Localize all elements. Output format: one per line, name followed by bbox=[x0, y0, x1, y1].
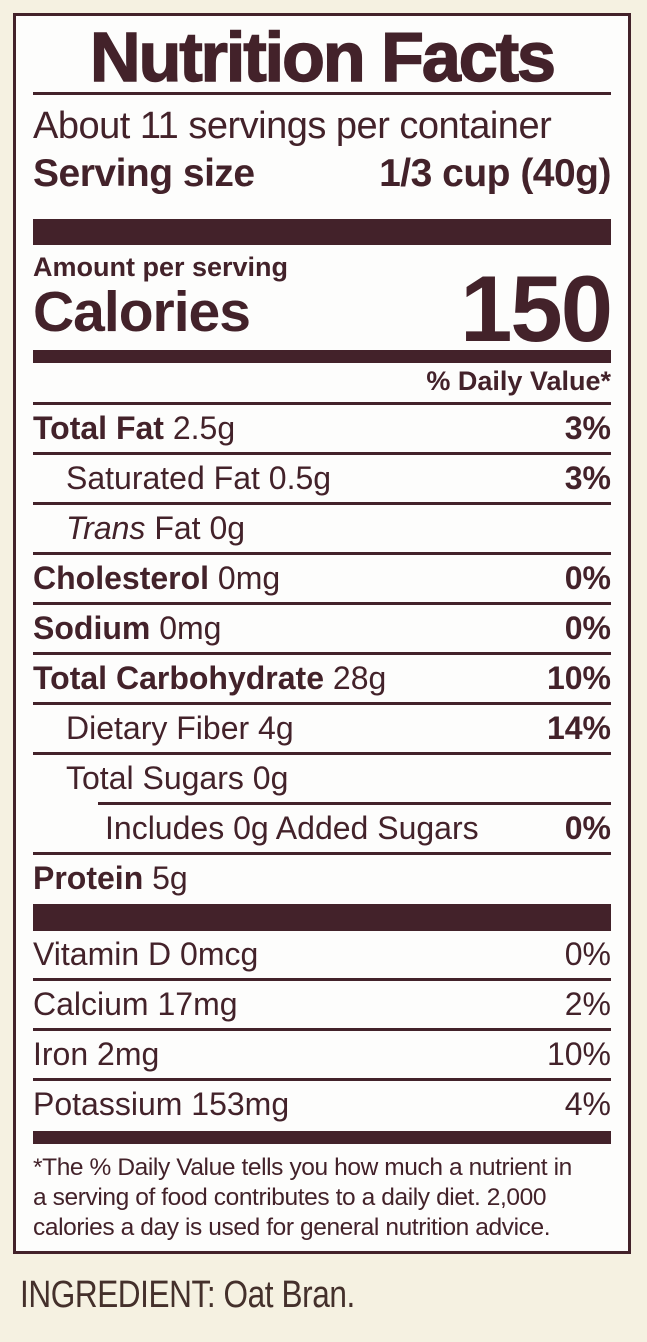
footnote-line: a serving of food contributes to a daily… bbox=[33, 1184, 547, 1212]
nutrient-name-amount: Cholesterol 0mg bbox=[33, 560, 281, 596]
calories-value: 150 bbox=[460, 255, 613, 361]
calories-row: Calories 150 bbox=[33, 261, 613, 355]
thick-divider-micronutrients bbox=[33, 904, 611, 932]
daily-value-percent: 3% bbox=[564, 460, 611, 496]
nutrient-name-amount: Calcium 17mg bbox=[33, 986, 238, 1022]
divider-under-calories bbox=[33, 350, 611, 364]
nutrient-name-amount: Protein 5g bbox=[33, 860, 188, 896]
daily-value-percent: 2% bbox=[564, 986, 611, 1022]
daily-value-footnote: *The % Daily Value tells you how much a … bbox=[33, 1144, 611, 1251]
nutrient-row-total-sugars: Total Sugars 0g bbox=[33, 752, 611, 802]
daily-value-header: % Daily Value* bbox=[33, 363, 611, 406]
nutrient-name-amount: Includes 0g Added Sugars bbox=[105, 810, 479, 846]
footnote-line: calories a day is used for general nutri… bbox=[33, 1214, 551, 1242]
indented-divider-added-sugars bbox=[98, 802, 611, 806]
micronutrient-row-vitamin-d: Vitamin D 0mcg 0% bbox=[33, 931, 611, 978]
daily-value-percent: 0% bbox=[564, 560, 611, 596]
panel-title: Nutrition Facts bbox=[89, 18, 556, 96]
daily-value-percent: 14% bbox=[546, 710, 611, 746]
calories-label: Calories bbox=[33, 280, 251, 345]
divider-above-footnote bbox=[33, 1131, 611, 1145]
nutrient-name-amount: Sodium 0mg bbox=[33, 610, 222, 646]
nutrient-row-protein: Protein 5g bbox=[33, 852, 611, 902]
footnote-line: *The % Daily Value tells you how much a … bbox=[33, 1154, 572, 1182]
nutrient-name-amount: Total Fat 2.5g bbox=[33, 410, 236, 446]
nutrient-row-cholesterol: Cholesterol 0mg 0% bbox=[33, 552, 611, 602]
daily-value-percent: 10% bbox=[546, 1036, 611, 1072]
serving-size-label: Serving size bbox=[33, 151, 255, 195]
thick-divider-top bbox=[33, 219, 611, 246]
nutrient-row-sodium: Sodium 0mg 0% bbox=[33, 602, 611, 652]
nutrient-row-added-sugars: Includes 0g Added Sugars 0% bbox=[33, 805, 611, 852]
daily-value-percent: 0% bbox=[564, 810, 611, 846]
micronutrient-row-potassium: Potassium 153mg 4% bbox=[33, 1078, 611, 1128]
nutrient-row-total-carbohydrate: Total Carbohydrate 28g 10% bbox=[33, 652, 611, 702]
ingredient-statement: INGREDIENT: Oat Bran. bbox=[20, 1274, 355, 1317]
nutrient-name-amount: Vitamin D 0mcg bbox=[33, 936, 259, 972]
micronutrient-row-calcium: Calcium 17mg 2% bbox=[33, 978, 611, 1028]
nutrient-name-amount: Trans Fat 0g bbox=[66, 510, 246, 546]
serving-size-value: 1/3 cup (40g) bbox=[379, 151, 611, 195]
nutrient-name-amount: Total Carbohydrate 28g bbox=[33, 660, 387, 696]
servings-per-container: About 11 servings per container bbox=[33, 105, 552, 147]
nutrient-name-amount: Saturated Fat 0.5g bbox=[66, 460, 332, 496]
nutrient-name-amount: Dietary Fiber 4g bbox=[66, 710, 294, 746]
nutrient-row-dietary-fiber: Dietary Fiber 4g 14% bbox=[33, 702, 611, 752]
nutrient-name-amount: Potassium 153mg bbox=[33, 1086, 290, 1122]
daily-value-percent: 10% bbox=[546, 660, 611, 696]
nutrient-name-amount: Iron 2mg bbox=[33, 1036, 160, 1072]
nutrient-row-trans-fat: Trans Fat 0g bbox=[33, 502, 611, 552]
daily-value-percent: 4% bbox=[564, 1086, 611, 1122]
micronutrient-row-iron: Iron 2mg 10% bbox=[33, 1028, 611, 1078]
nutrient-row-saturated-fat: Saturated Fat 0.5g 3% bbox=[33, 452, 611, 502]
nutrient-row-total-fat: Total Fat 2.5g 3% bbox=[33, 405, 611, 452]
nutrient-name-amount: Total Sugars 0g bbox=[66, 760, 289, 796]
daily-value-percent: 0% bbox=[564, 936, 611, 972]
serving-size-row: Serving size 1/3 cup (40g) bbox=[33, 151, 611, 198]
amount-per-serving-label: Amount per serving bbox=[33, 252, 289, 283]
daily-value-percent: 0% bbox=[564, 610, 611, 646]
divider-under-title bbox=[33, 92, 611, 95]
daily-value-percent: 3% bbox=[564, 410, 611, 446]
nutrition-facts-panel: Nutrition Facts About 11 servings per co… bbox=[13, 13, 631, 1255]
